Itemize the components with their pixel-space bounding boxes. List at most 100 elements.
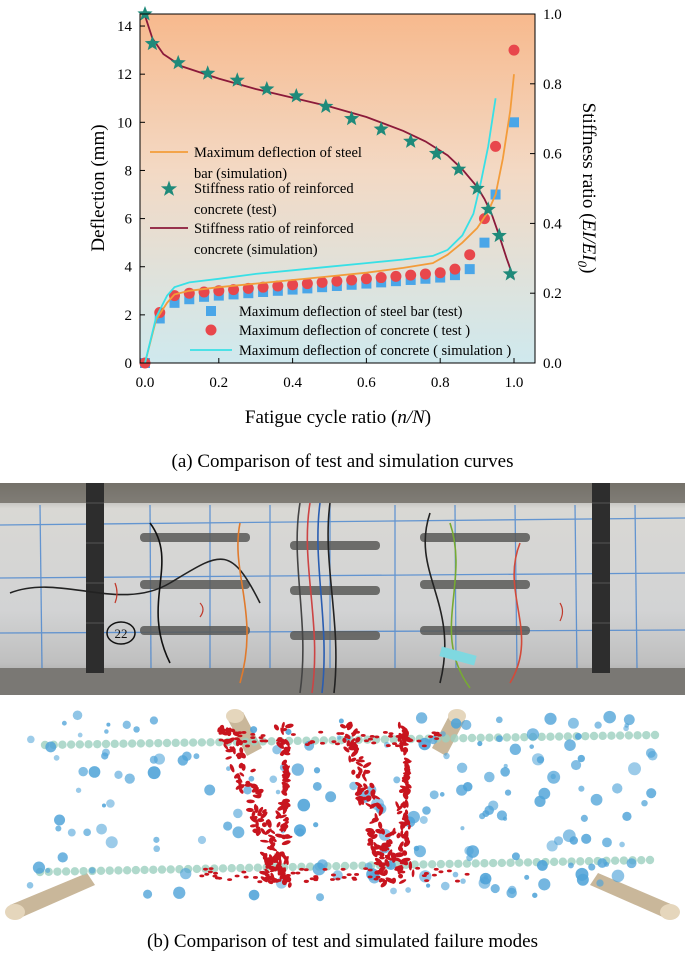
damage-particle: [78, 766, 88, 777]
damage-particle: [590, 793, 603, 806]
crack-particle: [464, 872, 470, 876]
test-failure-photo: 22: [0, 483, 685, 695]
svg-text:Maximum deflection of steel ba: Maximum deflection of steel bar (test): [239, 304, 463, 320]
crack-particle: [280, 727, 284, 735]
damage-particle: [149, 716, 159, 725]
crack-particle: [234, 874, 240, 878]
crack-particle: [401, 822, 409, 828]
data-point-star: [480, 201, 496, 216]
rebar-particle: [607, 731, 616, 740]
damage-particle: [462, 782, 473, 792]
damage-particle: [466, 854, 473, 862]
damage-particle: [88, 766, 101, 778]
crack-particle: [365, 827, 374, 833]
series-line: [144, 98, 497, 364]
damage-particle: [413, 845, 420, 852]
data-point-star: [491, 227, 507, 243]
damage-particle: [57, 852, 68, 863]
crack-particle: [282, 875, 291, 882]
crack-particle: [277, 805, 285, 811]
crack-particle: [355, 796, 365, 801]
crack-particle: [250, 783, 258, 789]
crack-particle: [251, 786, 259, 793]
svg-text:Stiffness ratio of reinforced: Stiffness ratio of reinforced: [194, 181, 354, 197]
crack-particle: [340, 867, 346, 871]
damage-particle: [133, 726, 140, 733]
rebar-particle: [192, 864, 202, 874]
crack-particle: [353, 746, 360, 752]
crack-particle: [374, 851, 383, 856]
rebar-particle: [576, 857, 585, 866]
damage-particle: [596, 879, 604, 887]
y-tick-label-left: 2: [125, 308, 133, 324]
crack-particle: [281, 721, 285, 729]
crack-particle: [203, 867, 209, 871]
rebar-particle: [480, 859, 489, 868]
crack-particle: [416, 739, 422, 743]
damage-particle: [312, 781, 322, 791]
damage-particle: [443, 752, 450, 760]
crack-particle: [204, 872, 210, 876]
data-point-circle: [434, 267, 446, 279]
crack-particle: [343, 746, 350, 753]
legend-square-marker: [206, 306, 216, 316]
rebar-particle: [227, 864, 236, 873]
damage-particle: [122, 720, 131, 729]
damage-particle: [538, 878, 551, 891]
crack-particle: [237, 734, 243, 738]
crack-particle: [227, 878, 233, 882]
crack-particle: [329, 878, 335, 881]
crack-particle: [454, 879, 460, 883]
crack-particle: [271, 837, 277, 843]
damage-particle: [313, 767, 321, 774]
damage-particle: [173, 886, 186, 899]
crack-particle: [260, 811, 268, 819]
crack-particle: [398, 873, 404, 879]
crack-particle: [352, 744, 358, 748]
damage-particle: [495, 716, 503, 724]
crack-particle: [266, 819, 272, 828]
data-point-star: [469, 180, 485, 195]
damage-particle: [575, 867, 589, 881]
crack-particle: [223, 741, 229, 745]
crack-particle: [373, 861, 383, 866]
crack-particle: [367, 868, 373, 872]
x-tick-label: 1.0: [505, 375, 524, 391]
crack-particle: [397, 866, 404, 875]
support-rod-right-icon: [592, 483, 610, 673]
data-point-circle: [287, 279, 299, 291]
crack-particle: [434, 737, 440, 741]
crack-particle: [251, 810, 256, 818]
crack-particle: [380, 881, 387, 888]
rebar-particle: [546, 732, 555, 741]
crack-particle: [280, 740, 286, 744]
crack-particle: [354, 730, 360, 734]
data-point-square: [169, 297, 180, 308]
crack-particle: [241, 731, 247, 734]
damage-particle: [243, 786, 252, 795]
data-point-circle: [346, 274, 358, 286]
crack-particle: [367, 875, 373, 879]
crack-particle: [391, 857, 401, 862]
damage-particle: [291, 763, 305, 776]
damage-particle: [626, 858, 637, 869]
data-point-circle: [490, 140, 502, 152]
crack-particle: [271, 879, 277, 883]
crack-particle: [239, 788, 244, 794]
series-maximum-deflection-of-steel-bar-simulation: [144, 74, 515, 364]
y-tick-label-right: 0.4: [543, 216, 562, 232]
damage-particle: [285, 728, 292, 735]
rebar-particle: [349, 861, 358, 871]
crack-particle: [374, 735, 380, 739]
rebar-particle: [563, 732, 573, 741]
crack-particle: [275, 851, 282, 860]
damage-particle: [524, 874, 530, 880]
rebar-particle: [96, 866, 106, 875]
damage-particle: [275, 789, 281, 795]
crack-particle: [242, 740, 248, 743]
crack-particle: [341, 876, 347, 879]
rebar-particle: [459, 733, 468, 743]
crack-particle: [230, 728, 236, 733]
series-stiffness-ratio-of-reinforced-concrete-test: [137, 6, 518, 281]
rebar-particle: [650, 730, 660, 740]
